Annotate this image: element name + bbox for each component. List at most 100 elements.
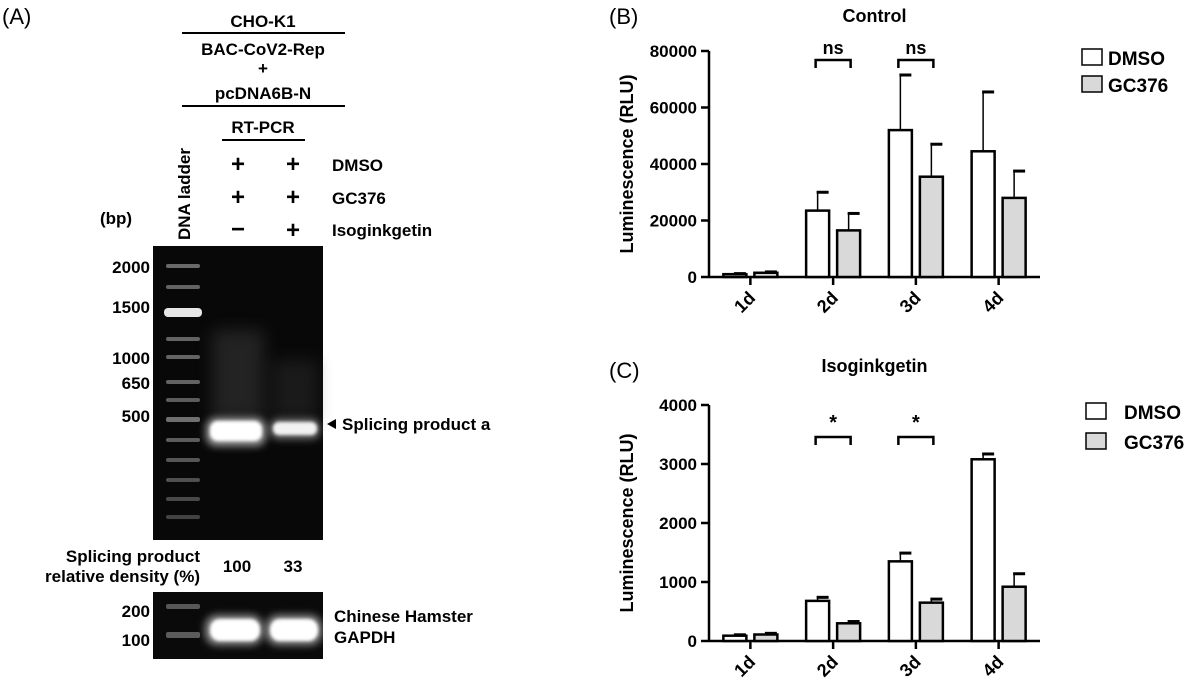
method-label: RT-PCR bbox=[231, 118, 294, 137]
x-tick-label: 2d bbox=[813, 652, 842, 681]
x-tick-label: 4d bbox=[978, 288, 1007, 317]
ladder-band bbox=[166, 438, 200, 442]
bar-dmso-4d bbox=[970, 150, 996, 279]
gapdh-label-line2: GAPDH bbox=[334, 628, 395, 647]
density-value-lane2: 33 bbox=[284, 557, 303, 576]
lane1-smear bbox=[212, 330, 264, 420]
treatment-dmso-name: DMSO bbox=[332, 156, 383, 175]
lane1-band bbox=[210, 421, 262, 441]
chart-title: Isoginkgetin bbox=[821, 356, 927, 376]
significance-bracket bbox=[814, 58, 852, 68]
ladder-band bbox=[166, 497, 200, 501]
gapdh-marker-200: 200 bbox=[122, 602, 150, 621]
density-value-lane1: 100 bbox=[223, 557, 251, 576]
treatment-iso-lane1: − bbox=[231, 216, 245, 243]
gapdh-lane1-band bbox=[210, 619, 260, 641]
treatment-dmso-lane2: + bbox=[286, 151, 300, 178]
significance-bracket bbox=[897, 58, 935, 68]
marker-2000: 2000 bbox=[112, 258, 150, 277]
significance-label: * bbox=[829, 412, 837, 434]
x-tick-label: 2d bbox=[813, 288, 842, 317]
legend-label-dmso: DMSO bbox=[1108, 49, 1165, 70]
y-tick-label: 4000 bbox=[659, 396, 697, 415]
y-tick-label: 60000 bbox=[650, 99, 697, 118]
gapdh-lane2-band bbox=[270, 619, 318, 641]
chart-isoginkgetin: (C) Isoginkgetin Luminescence (RLU) 0 1000 20… bbox=[609, 356, 1184, 681]
chart-control: (B) Control Luminescence (RLU) 0 20000 40000 6… bbox=[609, 4, 1168, 317]
y-tick-label: 3000 bbox=[659, 455, 697, 474]
panel-label: (B) bbox=[609, 4, 638, 29]
marker-500: 500 bbox=[122, 407, 150, 426]
x-tick-label: 4d bbox=[978, 652, 1007, 681]
x-tick-label: 3d bbox=[896, 652, 925, 681]
lane2-smear bbox=[272, 360, 318, 420]
ladder-band bbox=[166, 285, 200, 289]
gapdh-gel bbox=[153, 592, 323, 659]
gapdh-ladder-band bbox=[166, 632, 200, 638]
bp-label: (bp) bbox=[100, 209, 132, 228]
legend-label-gc376: GC376 bbox=[1108, 76, 1168, 97]
significance-label: * bbox=[912, 412, 920, 434]
significance-label: ns bbox=[905, 38, 926, 58]
chart-title: Control bbox=[843, 6, 907, 26]
gapdh-marker-100: 100 bbox=[122, 631, 150, 650]
ladder-band bbox=[166, 458, 200, 462]
legend-label-gc376: GC376 bbox=[1124, 433, 1184, 454]
ladder-band bbox=[166, 264, 200, 268]
bar-gc376-4d bbox=[1001, 585, 1027, 643]
bar-dmso-2d bbox=[804, 209, 831, 279]
ladder-band bbox=[166, 337, 200, 341]
bar-gc376-3d bbox=[918, 175, 945, 279]
y-axis-label: Luminescence (RLU) bbox=[617, 433, 637, 612]
cell-line-label: CHO-K1 bbox=[230, 12, 295, 31]
marker-1500: 1500 bbox=[112, 298, 150, 317]
y-tick-label: 0 bbox=[688, 632, 697, 651]
treatment-iso-lane2: + bbox=[286, 217, 300, 244]
band-arrow-icon bbox=[327, 419, 336, 429]
gapdh-ladder-band bbox=[166, 604, 200, 609]
band-label: Splicing product a bbox=[342, 415, 491, 434]
y-tick-label: 1000 bbox=[659, 573, 697, 592]
construct-plus: + bbox=[258, 59, 268, 78]
density-label-line2: relative density (%) bbox=[45, 567, 200, 586]
ladder-band bbox=[166, 478, 200, 482]
ladder-band bbox=[166, 355, 200, 359]
gapdh-label-line1: Chinese Hamster bbox=[334, 607, 473, 626]
treatment-gc376-lane1: + bbox=[231, 184, 245, 211]
x-tick-label: 1d bbox=[730, 288, 759, 317]
legend-swatch-dmso bbox=[1085, 402, 1107, 420]
bar-gc376-4d bbox=[1001, 196, 1027, 279]
density-label-line1: Splicing product bbox=[66, 547, 200, 566]
bar-gc376-2d bbox=[835, 229, 862, 279]
bar-dmso-3d bbox=[887, 560, 914, 643]
legend-label-dmso: DMSO bbox=[1124, 403, 1181, 424]
ladder-band bbox=[164, 308, 202, 317]
significance-label: ns bbox=[823, 38, 844, 58]
ladder-label: DNA ladder bbox=[175, 148, 194, 240]
panel-a-label: (A) bbox=[2, 4, 31, 29]
legend-swatch-dmso bbox=[1081, 48, 1103, 66]
bar-gc376-1d bbox=[753, 633, 779, 643]
significance-bracket bbox=[814, 435, 852, 445]
treatment-gc376-lane2: + bbox=[286, 184, 300, 211]
treatment-iso-name: Isoginkgetin bbox=[332, 221, 432, 240]
bar-gc376-3d bbox=[918, 601, 945, 643]
ladder-band bbox=[166, 515, 200, 519]
y-tick-label: 40000 bbox=[650, 155, 697, 174]
bar-dmso-3d bbox=[887, 128, 914, 279]
construct-line2: pcDNA6B-N bbox=[215, 84, 311, 103]
bar-dmso-4d bbox=[970, 458, 996, 643]
legend-swatch-gc376 bbox=[1085, 432, 1107, 450]
panel-label: (C) bbox=[609, 358, 640, 383]
treatment-dmso-lane1: + bbox=[231, 151, 245, 178]
panel-a: (A) CHO-K1 BAC-CoV2-Rep + pcDNA6B-N RT-P… bbox=[2, 4, 491, 659]
y-axis-label: Luminescence (RLU) bbox=[617, 74, 637, 253]
y-tick-label: 0 bbox=[688, 268, 697, 287]
y-tick-label: 2000 bbox=[659, 514, 697, 533]
marker-650: 650 bbox=[122, 374, 150, 393]
construct-line1: BAC-CoV2-Rep bbox=[201, 40, 325, 59]
ladder-band bbox=[166, 398, 200, 402]
ladder-band bbox=[166, 380, 200, 384]
bar-dmso-2d bbox=[804, 599, 831, 643]
